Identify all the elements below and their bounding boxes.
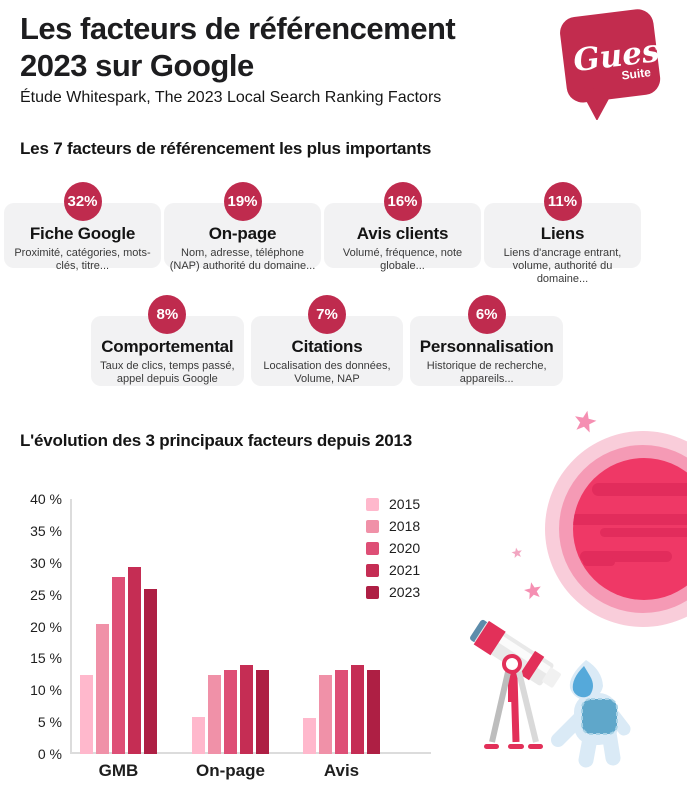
bar-2021-on-page	[240, 665, 253, 754]
y-tick-label: 30 %	[30, 554, 62, 571]
factor-description: Volumé, fréquence, note globale...	[342, 247, 463, 272]
factor-description: Taux de clics, temps passé, appel depuis…	[100, 360, 235, 385]
bar-2020-on-page	[224, 669, 237, 754]
bar-2020-gmb	[112, 577, 125, 754]
factor-description: Nom, adresse, téléphone (NAP) authorité …	[169, 247, 316, 272]
legend-row-2021: 2021	[366, 562, 421, 578]
factor-title: Liens	[540, 224, 585, 243]
factor-description: Liens d'ancrage entrant, volume, authori…	[503, 247, 622, 285]
legend-swatch	[366, 497, 379, 511]
bar-2018-on-page	[208, 674, 221, 754]
legend-label: 2021	[389, 562, 421, 578]
factor-description: Localisation des données, Volume, NAP	[263, 360, 391, 385]
factors-section-heading: Les 7 facteurs de référencement les plus…	[20, 139, 432, 158]
legend-label: 2023	[389, 584, 421, 600]
factor-title: Fiche Google	[29, 224, 136, 243]
chart-section-heading: L'évolution des 3 principaux facteurs de…	[20, 431, 412, 450]
legend-swatch	[366, 541, 379, 555]
x-category-label: GMB	[98, 761, 139, 780]
guest-suite-logo: Guest Suite	[545, 5, 685, 121]
bar-2018-gmb	[96, 623, 109, 754]
bar-2023-on-page	[256, 669, 269, 754]
bar-2020-avis	[335, 669, 348, 754]
factor-card-on-page: 19% On-page Nom, adresse, téléphone (NAP…	[164, 182, 321, 272]
bar-2015-avis	[303, 717, 316, 754]
bar-2023-avis	[367, 669, 380, 754]
study-subtitle: Étude Whitespark, The 2023 Local Search …	[20, 89, 442, 106]
percent-badge: 32%	[63, 182, 102, 221]
y-tick-label: 40 %	[30, 491, 62, 507]
bar-group-on-page	[191, 499, 270, 754]
legend-swatch	[366, 519, 379, 533]
legend-swatch	[366, 585, 379, 599]
star-icon	[522, 580, 543, 600]
telescope-icon	[470, 619, 561, 749]
percent-badge: 16%	[383, 182, 422, 221]
bar-2018-avis	[319, 674, 332, 754]
factor-card-citations: 7% Citations Localisation des données, V…	[250, 295, 404, 386]
y-tick-label: 25 %	[30, 586, 62, 603]
space-illustration	[430, 395, 687, 795]
legend-label: 2018	[389, 518, 421, 534]
factor-title: On-page	[208, 224, 277, 243]
legend-row-2020: 2020	[366, 540, 421, 556]
factor-card-comportemental: 8% Comportemental Taux de clics, temps p…	[91, 295, 244, 386]
y-tick-label: 5 %	[37, 714, 62, 731]
percent-badge: 11%	[543, 182, 582, 221]
bar-2023-gmb	[144, 588, 157, 754]
percent-badge: 7%	[308, 295, 346, 334]
star-icon	[572, 408, 599, 434]
bar-chart: 0 % 5 % 10 % 15 % 20 % 25 % 30 % 35 % 40 % GMB On…	[14, 490, 474, 790]
bar-group-avis	[302, 499, 381, 754]
factor-title: Personnalisation	[419, 337, 554, 356]
factor-cards-row-2: 8% Comportemental Taux de clics, temps p…	[91, 295, 564, 386]
percent-badge: 8%	[148, 295, 187, 334]
bar-2021-gmb	[128, 566, 141, 754]
factor-description: Historique de recherche, appareils...	[426, 360, 547, 385]
factor-cards-row-1: 32% Fiche Google Proximité, catégories, …	[4, 182, 641, 285]
legend-row-2018: 2018	[366, 518, 421, 534]
factor-title: Avis clients	[356, 224, 449, 243]
y-tick-label: 0 %	[37, 746, 62, 762]
y-tick-label: 10 %	[30, 682, 62, 699]
factor-description: Proximité, catégories, mots-clés, titre.…	[14, 247, 151, 272]
star-icon	[510, 546, 523, 559]
legend-swatch	[366, 563, 379, 577]
astronaut-icon	[551, 660, 631, 768]
legend-label: 2015	[389, 496, 421, 512]
bar-2015-on-page	[192, 717, 205, 754]
planet-icon	[545, 431, 687, 627]
legend-label: 2020	[389, 540, 421, 556]
factor-card-avis-clients: 16% Avis clients Volumé, fréquence, note…	[324, 182, 481, 272]
factor-title: Comportemental	[101, 337, 234, 356]
logo-brand-subtext: Suite	[621, 65, 652, 83]
y-tick-label: 35 %	[30, 522, 62, 539]
chart-legend: 2015 2018 2020 2021 2023	[366, 496, 421, 607]
bar-2015-gmb	[80, 674, 93, 754]
page-title-line1: Les facteurs de référencement	[20, 11, 456, 46]
percent-badge: 6%	[467, 295, 506, 334]
factor-card-personnalisation: 6% Personnalisation Historique de recher…	[410, 295, 564, 386]
factor-title: Citations	[291, 337, 363, 356]
y-tick-label: 20 %	[30, 618, 62, 635]
space-illustration-icon	[470, 408, 687, 768]
logo-speech-bubble-icon: Guest Suite	[560, 9, 676, 121]
x-category-label: On-page	[196, 761, 265, 780]
factor-card-fiche-google: 32% Fiche Google Proximité, catégories, …	[4, 182, 161, 272]
bar-group-gmb	[79, 499, 158, 754]
x-category-label: Avis	[323, 761, 360, 780]
page-title: Les facteurs de référencement 2023 sur G…	[20, 10, 456, 84]
factor-card-liens: 11% Liens Liens d'ancrage entrant, volum…	[484, 182, 641, 285]
legend-row-2023: 2023	[366, 584, 421, 600]
legend-row-2015: 2015	[366, 496, 421, 512]
bar-2021-avis	[351, 665, 364, 754]
y-tick-label: 15 %	[30, 650, 62, 667]
page-title-line2: 2023 sur Google	[20, 48, 254, 83]
percent-badge: 19%	[223, 182, 262, 221]
